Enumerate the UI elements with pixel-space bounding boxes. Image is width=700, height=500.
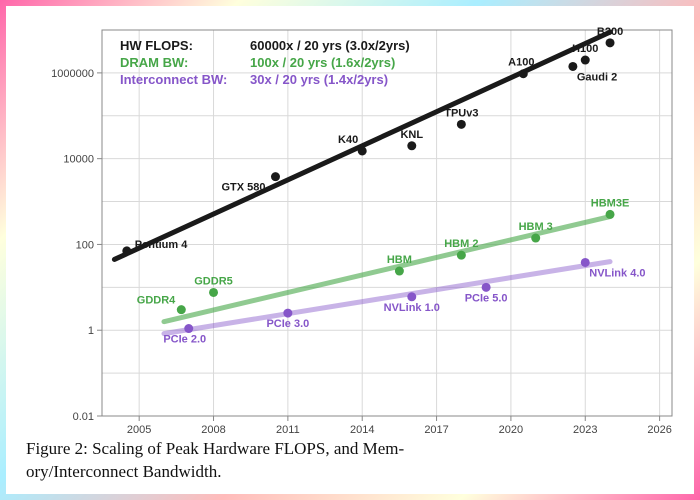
flops-label: K40: [338, 134, 358, 146]
dram-label: HBM 2: [444, 238, 478, 250]
flops-label: TPUv3: [444, 107, 478, 119]
flops-point: [568, 62, 577, 71]
flops-label: A100: [508, 57, 534, 69]
dram-label: GDDR4: [137, 295, 176, 307]
legend-value: 100x / 20 yrs (1.6x/2yrs): [250, 55, 395, 70]
interconnect-label: NVLink 4.0: [589, 267, 645, 279]
flops-label: H100: [572, 43, 598, 55]
flops-point: [457, 120, 466, 129]
dram-point: [209, 288, 218, 297]
interconnect-label: PCIe 3.0: [266, 318, 309, 330]
dram-label: HBM3E: [591, 197, 630, 209]
svg-text:2014: 2014: [350, 424, 374, 436]
flops-label: GTX 580: [221, 182, 265, 194]
figure-caption: Figure 2: Scaling of Peak Hardware FLOPS…: [26, 438, 674, 484]
dram-point: [531, 234, 540, 243]
caption-text-1: Figure 2: Scaling of Peak Hardware FLOPS…: [26, 439, 404, 458]
svg-text:1000000: 1000000: [51, 68, 94, 80]
flops-point: [519, 69, 528, 78]
dram-point: [177, 305, 186, 314]
legend-label: HW FLOPS:: [120, 38, 193, 53]
flops-point: [122, 246, 131, 255]
interconnect-point: [581, 258, 590, 267]
caption-text-2: ory/Interconnect Bandwidth.: [26, 462, 221, 481]
flops-point: [581, 56, 590, 65]
dram-label: HBM: [387, 254, 412, 266]
svg-text:2008: 2008: [201, 424, 225, 436]
svg-text:2026: 2026: [647, 424, 671, 436]
dram-point: [606, 210, 615, 219]
chart-container: 0.01 1 100 10000 1000000 2005 2008 2011 2014 2017…: [30, 22, 682, 442]
svg-text:2011: 2011: [276, 424, 300, 436]
flops-label: KNL: [400, 129, 423, 141]
legend-value: 60000x / 20 yrs (3.0x/2yrs): [250, 38, 410, 53]
svg-text:1: 1: [88, 325, 94, 337]
interconnect-point: [184, 324, 193, 333]
flops-point: [606, 38, 615, 47]
svg-text:2017: 2017: [424, 424, 448, 436]
flops-point: [407, 141, 416, 150]
dram-label: HBM 3: [519, 221, 553, 233]
dram-label: GDDR5: [194, 275, 233, 287]
svg-text:2023: 2023: [573, 424, 597, 436]
svg-text:10000: 10000: [63, 154, 94, 166]
legend-label: Interconnect BW:: [120, 72, 227, 87]
interconnect-point: [283, 309, 292, 318]
svg-text:2020: 2020: [499, 424, 523, 436]
legend-value: 30x / 20 yrs (1.4x/2yrs): [250, 72, 388, 87]
flops-point: [358, 146, 367, 155]
svg-text:100: 100: [76, 239, 94, 251]
interconnect-point: [482, 283, 491, 292]
scaling-chart: 0.01 1 100 10000 1000000 2005 2008 2011 2014 2017…: [30, 22, 682, 442]
interconnect-label: PCIe 5.0: [465, 292, 508, 304]
dram-point: [457, 251, 466, 260]
dram-point: [395, 267, 404, 276]
interconnect-label: PCIe 2.0: [163, 334, 206, 346]
flops-label: B200: [597, 26, 623, 38]
page-frame: 0.01 1 100 10000 1000000 2005 2008 2011 2014 2017…: [0, 0, 700, 500]
svg-text:0.01: 0.01: [73, 411, 94, 423]
interconnect-point: [407, 292, 416, 301]
flops-point: [271, 172, 280, 181]
flops-label: Pentium 4: [135, 239, 188, 251]
paper: 0.01 1 100 10000 1000000 2005 2008 2011 2014 2017…: [6, 6, 694, 494]
legend-label: DRAM BW:: [120, 55, 188, 70]
flops-label: Gaudi 2: [577, 71, 617, 83]
svg-text:2005: 2005: [127, 424, 151, 436]
interconnect-label: NVLink 1.0: [384, 302, 440, 314]
